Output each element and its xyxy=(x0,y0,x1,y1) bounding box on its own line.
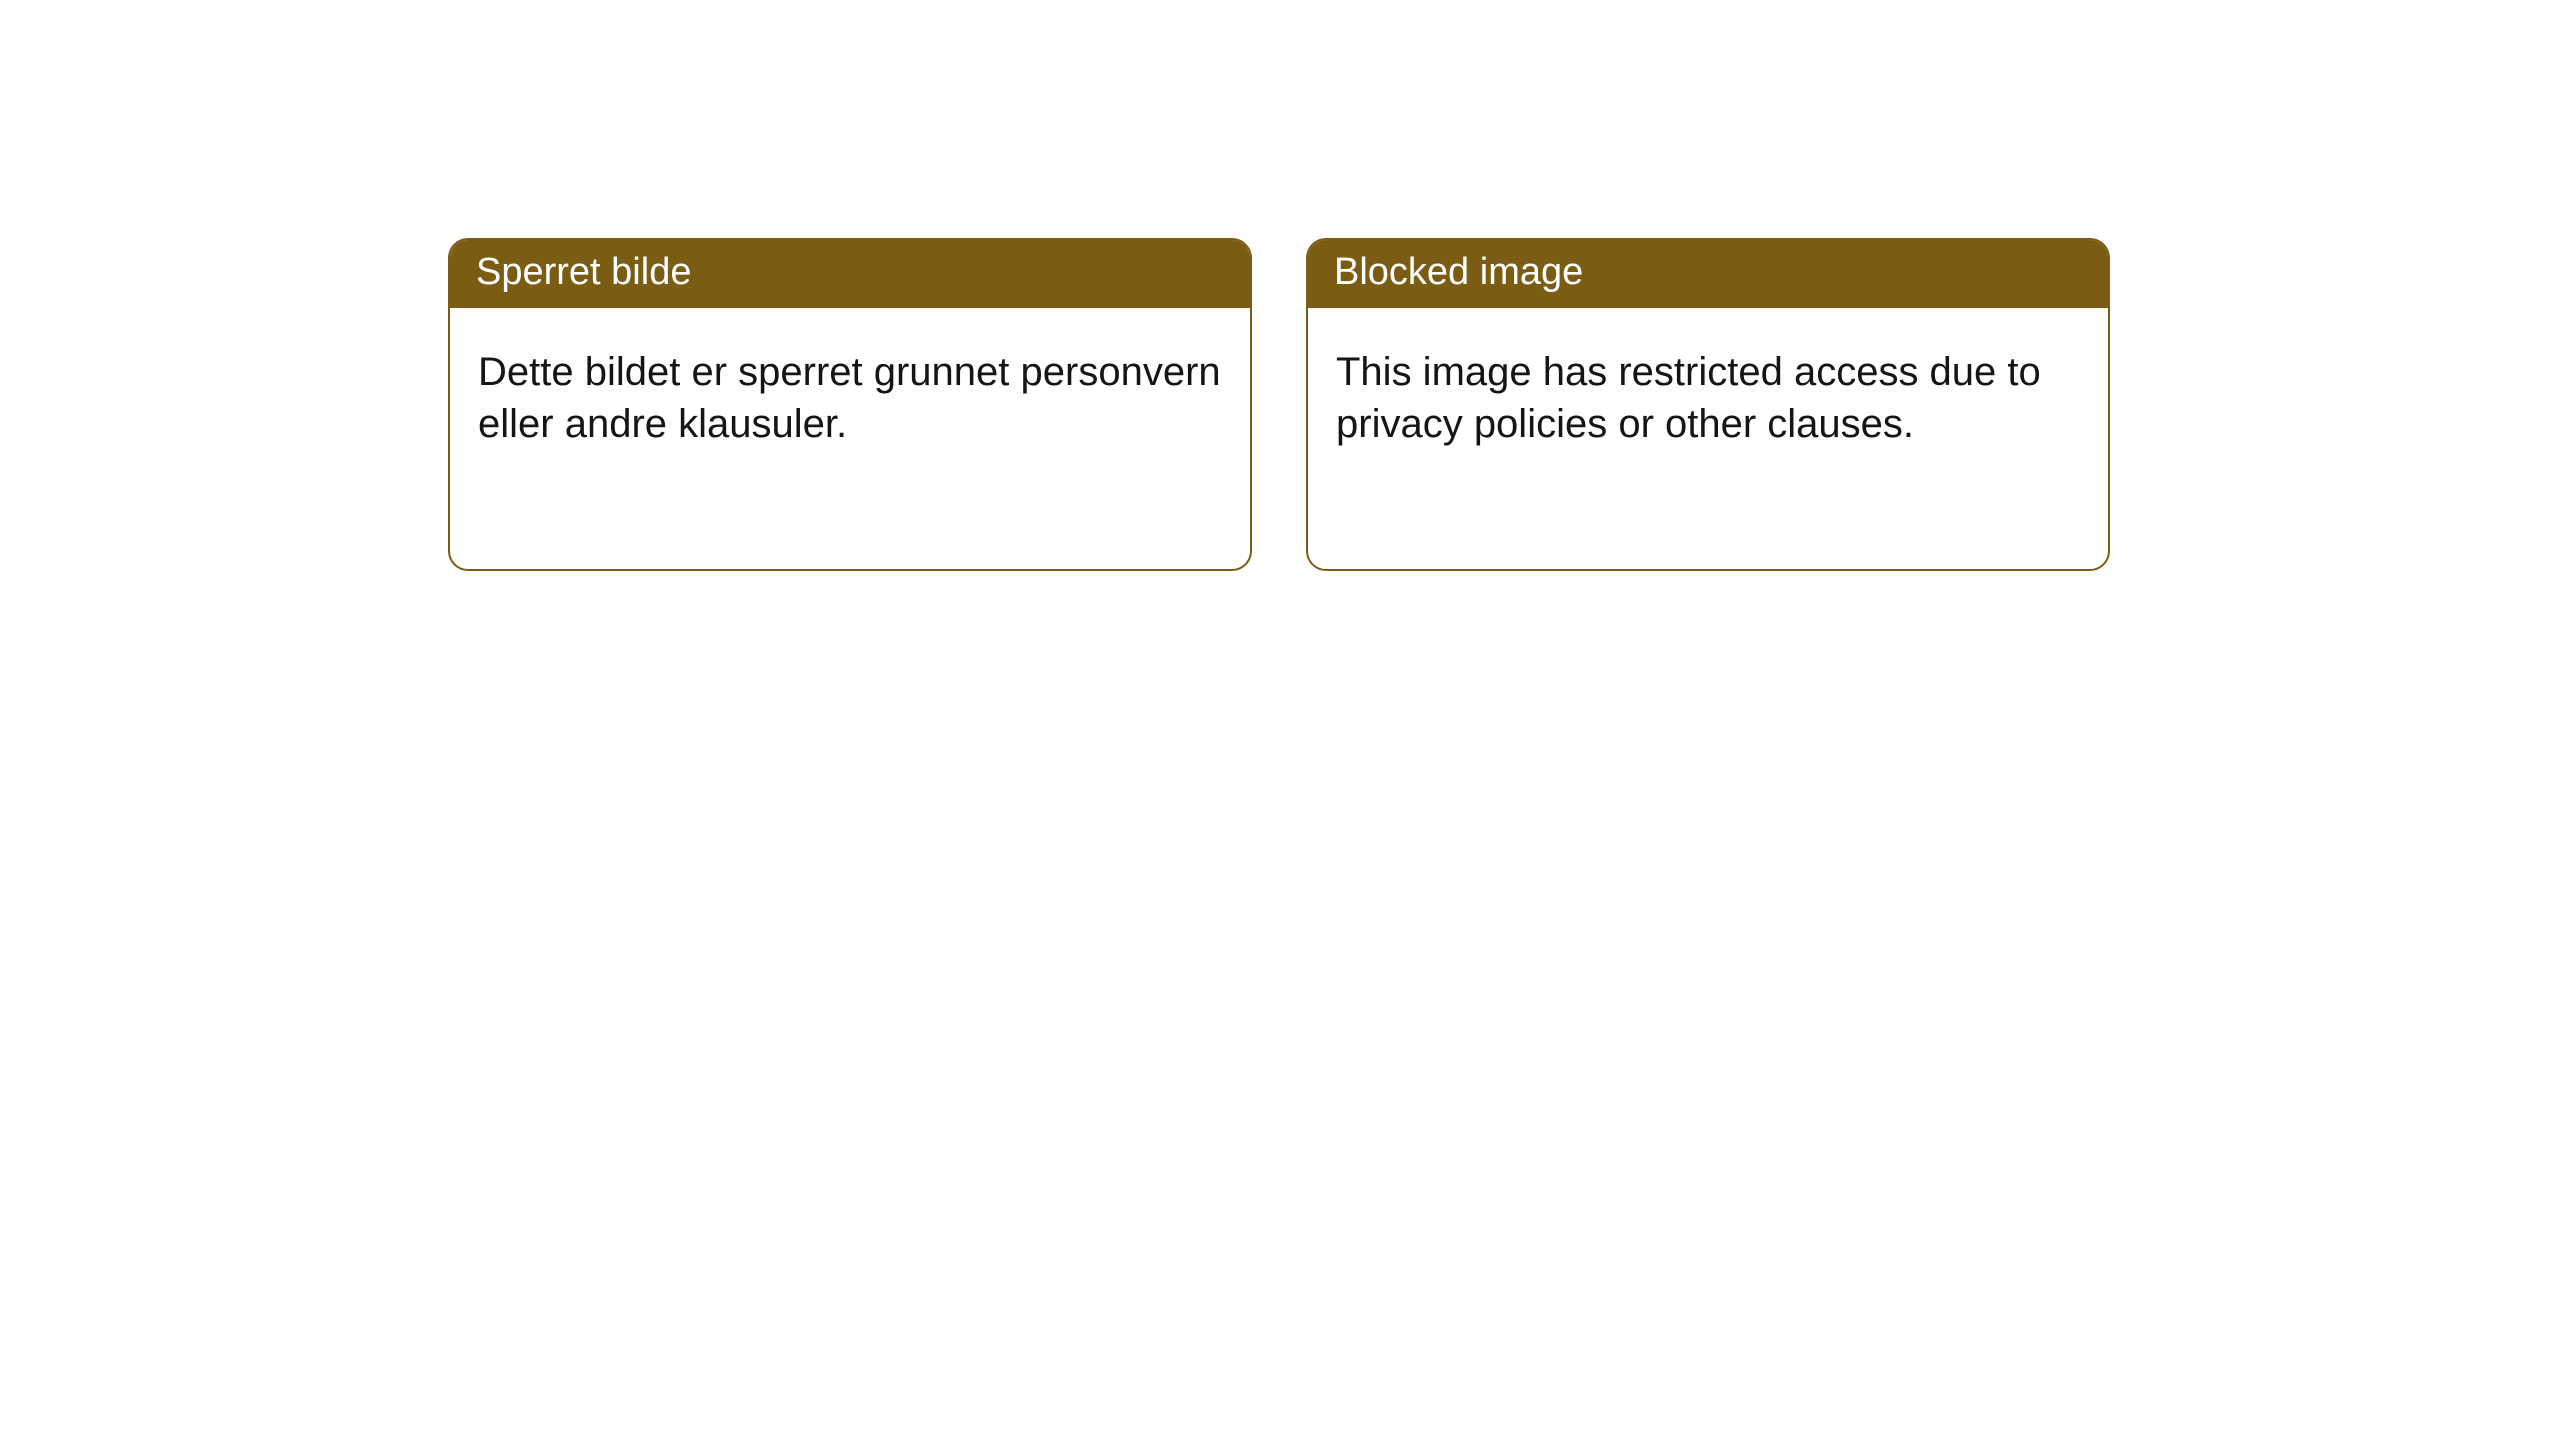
notice-card-english: Blocked image This image has restricted … xyxy=(1306,238,2110,571)
notice-card-header: Blocked image xyxy=(1308,240,2108,308)
notice-container: Sperret bilde Dette bildet er sperret gr… xyxy=(0,0,2560,571)
notice-card-body: Dette bildet er sperret grunnet personve… xyxy=(450,308,1250,474)
notice-card-body: This image has restricted access due to … xyxy=(1308,308,2108,474)
notice-card-header: Sperret bilde xyxy=(450,240,1250,308)
notice-card-norwegian: Sperret bilde Dette bildet er sperret gr… xyxy=(448,238,1252,571)
